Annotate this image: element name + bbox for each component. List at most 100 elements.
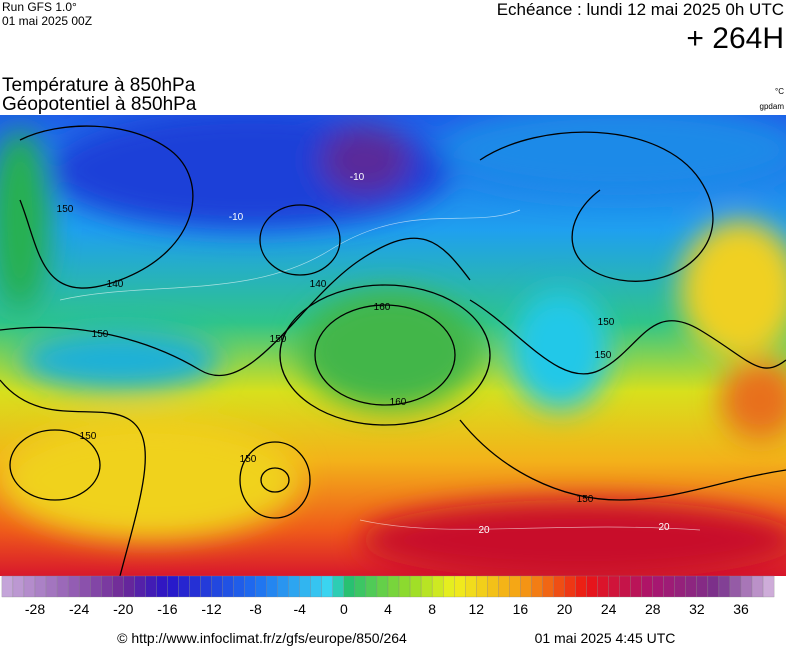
contour-label: -10 <box>350 172 365 183</box>
colorbar-tick-label: 8 <box>428 601 436 617</box>
colorbar-tick-label: -4 <box>294 601 307 617</box>
colorbar-cell <box>542 575 554 598</box>
colorbar-cell <box>332 575 345 598</box>
title-geopotential: Géopotentiel à 850hPa <box>2 94 197 115</box>
colorbar-cell <box>498 575 510 598</box>
colorbar-cell <box>222 575 234 598</box>
contour-label: 150 <box>270 334 287 345</box>
colorbar-cell <box>751 575 764 598</box>
source-url: © http://www.infoclimat.fr/z/gfs/europe/… <box>117 630 407 646</box>
colorbar-cell <box>376 575 389 598</box>
colorbar-cell <box>409 575 422 598</box>
colorbar-cell <box>641 575 653 598</box>
unit-geopotential: gpdam <box>760 102 785 111</box>
colorbar-cell <box>178 575 190 598</box>
colorbar-cell <box>575 575 587 598</box>
colorbar-tick-label: 20 <box>557 601 573 617</box>
colorbar-cell <box>420 575 433 598</box>
colorbar-tick-label: 12 <box>468 601 484 617</box>
colorbar-cell <box>619 575 631 598</box>
colorbar-cell <box>288 575 300 598</box>
colorbar-cell <box>189 575 201 598</box>
colorbar-cell <box>299 575 311 598</box>
colorbar-cell <box>663 575 675 598</box>
colorbar-cell <box>520 575 532 598</box>
colorbar-cell <box>431 575 444 598</box>
contour-label: 150 <box>240 454 257 465</box>
colorbar-cell <box>145 575 157 598</box>
colorbar-cell <box>762 575 775 598</box>
colorbar-tick-label: 16 <box>513 601 529 617</box>
colorbar-cell <box>630 575 642 598</box>
colorbar-cell <box>67 575 80 598</box>
colorbar-tick-label: -16 <box>157 601 177 617</box>
colorbar-cell <box>34 575 47 598</box>
colorbar-cell <box>134 575 146 598</box>
colorbar-tick-label: 28 <box>645 601 661 617</box>
colorbar-cell <box>200 575 212 598</box>
colorbar-cell <box>211 575 223 598</box>
colorbar-cell <box>740 575 753 598</box>
unit-temperature: °C <box>775 87 784 96</box>
colorbar-cell <box>244 575 256 598</box>
colorbar-tick-label: -28 <box>25 601 45 617</box>
map <box>0 115 786 576</box>
colorbar-cell <box>531 575 543 598</box>
colorbar-cell <box>12 575 25 598</box>
colorbar-cell <box>112 575 124 598</box>
colorbar-cell <box>343 575 356 598</box>
colorbar-cell <box>101 575 113 598</box>
colorbar-tick-label: -8 <box>249 601 262 617</box>
colorbar-cell <box>707 575 720 598</box>
colorbar-cell <box>674 575 686 598</box>
contour-label: 140 <box>310 279 327 290</box>
colorbar-cell <box>365 575 378 598</box>
colorbar-cell <box>277 575 289 598</box>
colorbar-cell <box>564 575 576 598</box>
colorbar-cell <box>729 575 742 598</box>
contour-label: 150 <box>598 317 615 328</box>
colorbar-cell <box>156 575 168 598</box>
colorbar-cell <box>167 575 179 598</box>
contour-label: 20 <box>658 522 670 533</box>
colorbar-cell <box>321 575 333 598</box>
colorbar-cell <box>255 575 267 598</box>
contour-label: 160 <box>374 302 391 313</box>
colorbar-tick-label: -20 <box>113 601 133 617</box>
contour-label: 150 <box>92 329 109 340</box>
colorbar-cell <box>78 575 91 598</box>
contour-label: 150 <box>80 431 97 442</box>
colorbar-cell <box>696 575 709 598</box>
colorbar-cell <box>387 575 400 598</box>
colorbar-cell <box>233 575 245 598</box>
generated-time: 01 mai 2025 4:45 UTC <box>535 630 676 646</box>
colorbar-cell <box>266 575 278 598</box>
colorbar-cell <box>487 575 499 598</box>
run-time: 01 mai 2025 00Z <box>2 14 92 28</box>
colorbar-cell <box>45 575 58 598</box>
contour-label: 150 <box>595 350 612 361</box>
colorbar-cell <box>597 575 609 598</box>
colorbar-cell <box>509 575 521 598</box>
colorbar-tick-label: -24 <box>69 601 89 617</box>
colorbar-tick-label: 24 <box>601 601 617 617</box>
colorbar-tick-label: -12 <box>201 601 221 617</box>
contour-label: 140 <box>107 279 124 290</box>
contour-label: -10 <box>229 212 244 223</box>
colorbar-cell <box>608 575 620 598</box>
colorbar-cell <box>23 575 36 598</box>
run: Run GFS 1.0° <box>2 0 77 14</box>
colorbar-cell <box>476 575 488 598</box>
contour-label: 20 <box>478 525 490 536</box>
colorbar-cell <box>398 575 411 598</box>
lead-time: + 264H <box>686 22 784 55</box>
colorbar-cell <box>454 575 466 598</box>
colorbar-cell <box>56 575 69 598</box>
contour-label: 150 <box>577 494 594 505</box>
colorbar-tick-label: 36 <box>733 601 749 617</box>
colorbar-tick-label: 32 <box>689 601 705 617</box>
colorbar-cell <box>718 575 731 598</box>
colorbar-cell <box>586 575 598 598</box>
colorbar-cell <box>652 575 664 598</box>
